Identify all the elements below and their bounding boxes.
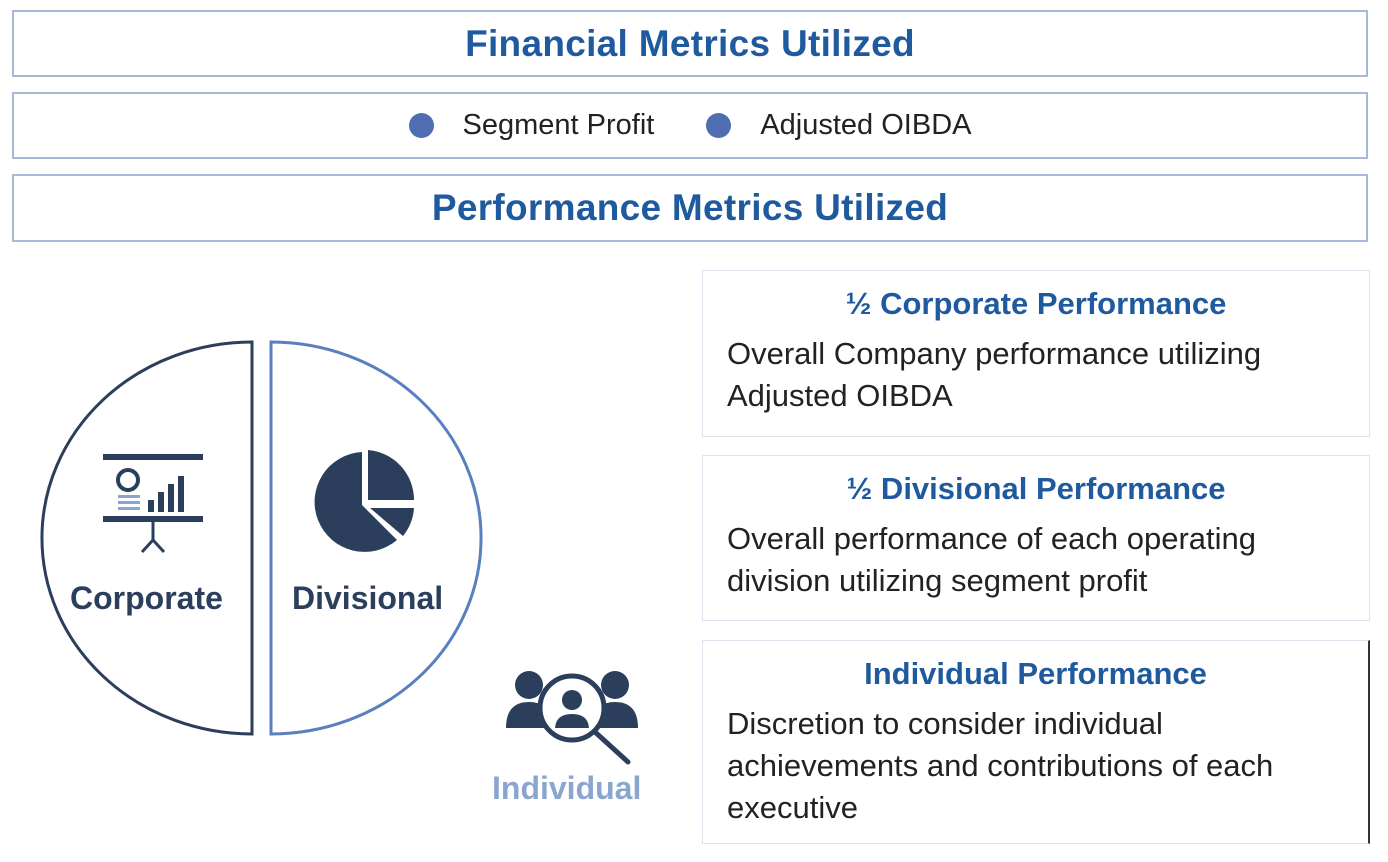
financial-metrics-title: Financial Metrics Utilized [465, 22, 915, 64]
performance-split-diagram [40, 340, 638, 765]
corporate-label: Corporate [70, 580, 223, 616]
card-title: Individual Performance [864, 656, 1207, 691]
corporate-performance-card: ½ Corporate Performance Overall Company … [702, 270, 1370, 437]
card-title: ½ Corporate Performance [845, 286, 1227, 321]
card-body: Overall Company performance utilizing Ad… [727, 336, 1262, 413]
pie-chart-icon [314, 450, 415, 552]
financial-metrics-list: Segment Profit Adjusted OIBDA [12, 92, 1368, 159]
bullet-dot-icon [408, 113, 434, 138]
card-body: Discretion to consider individual achiev… [727, 706, 1274, 825]
divisional-label: Divisional [292, 580, 444, 616]
people-search-icon [506, 671, 638, 765]
financial-metric-label: Segment Profit [462, 109, 655, 141]
performance-metrics-title: Performance Metrics Utilized [431, 187, 949, 228]
individual-performance-card: Individual Performance Discretion to con… [702, 640, 1370, 844]
financial-metric-label: Adjusted OIBDA [760, 109, 972, 141]
financial-metrics-header: Financial Metrics Utilized [12, 10, 1368, 77]
divisional-performance-card: ½ Divisional Performance Overall perform… [702, 455, 1370, 621]
financial-metric-item: Segment Profit [408, 109, 655, 142]
bullet-dot-icon [706, 113, 732, 138]
performance-metrics-header: Performance Metrics Utilized [12, 174, 1368, 242]
financial-metric-item: Adjusted OIBDA [706, 109, 971, 142]
card-body: Overall performance of each operating di… [727, 521, 1257, 598]
presentation-chart-icon [103, 454, 203, 554]
corporate-half-circle [40, 340, 254, 736]
card-title: ½ Divisional Performance [846, 471, 1226, 506]
individual-label: Individual [492, 770, 642, 806]
